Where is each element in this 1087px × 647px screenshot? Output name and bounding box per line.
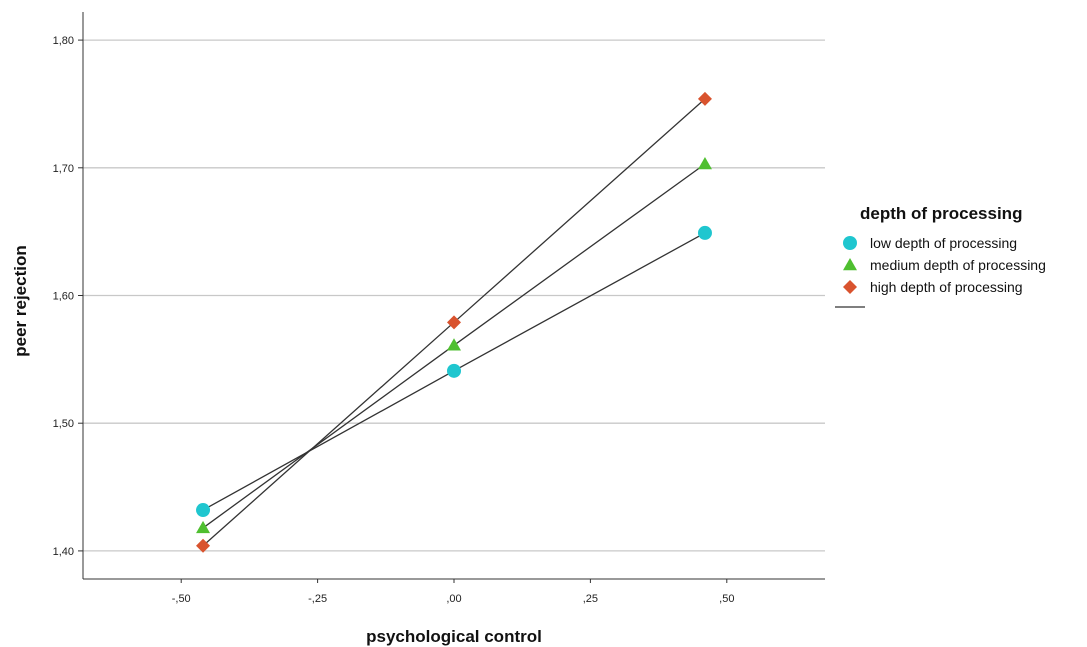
series-markers [196, 91, 712, 553]
legend-label: medium depth of processing [870, 257, 1046, 273]
data-point-circle [697, 225, 712, 240]
x-tick-label: ,25 [583, 593, 598, 605]
x-axis-title: psychological control [366, 627, 542, 646]
legend-label: high depth of processing [870, 279, 1023, 295]
tick-labels: 1,40 1,50 1,60 1,70 1,80 -,50 -,25 ,00 ,25 ,50 [53, 35, 735, 605]
legend-title: depth of processing [860, 204, 1022, 223]
data-point-triangle [196, 520, 211, 534]
y-tick-label: 1,40 [53, 546, 74, 558]
y-tick-label: 1,70 [53, 163, 74, 175]
x-tick-label: ,00 [446, 593, 461, 605]
data-point-circle [447, 363, 461, 378]
legend-label: low depth of processing [870, 235, 1017, 251]
y-axis-title: peer rejection [11, 245, 30, 357]
data-point-circle [196, 503, 211, 518]
data-point-triangle [447, 338, 461, 351]
x-tick-label: ,50 [719, 593, 734, 605]
legend: depth of processing low depth of process… [835, 204, 1046, 308]
legend-marker-diamond [843, 280, 857, 294]
data-point-diamond [196, 538, 211, 553]
y-tick-label: 1,60 [53, 291, 74, 303]
y-tick-label: 1,50 [53, 418, 74, 430]
gridlines [83, 39, 825, 552]
data-point-diamond [697, 91, 712, 106]
x-tick-label: -,25 [308, 593, 327, 605]
data-point-triangle [697, 156, 712, 170]
x-tick-label: -,50 [172, 593, 191, 605]
legend-marker-triangle [843, 258, 857, 271]
data-point-diamond [447, 315, 461, 330]
legend-marker-circle [843, 236, 857, 250]
y-tick-label: 1,80 [53, 35, 74, 47]
